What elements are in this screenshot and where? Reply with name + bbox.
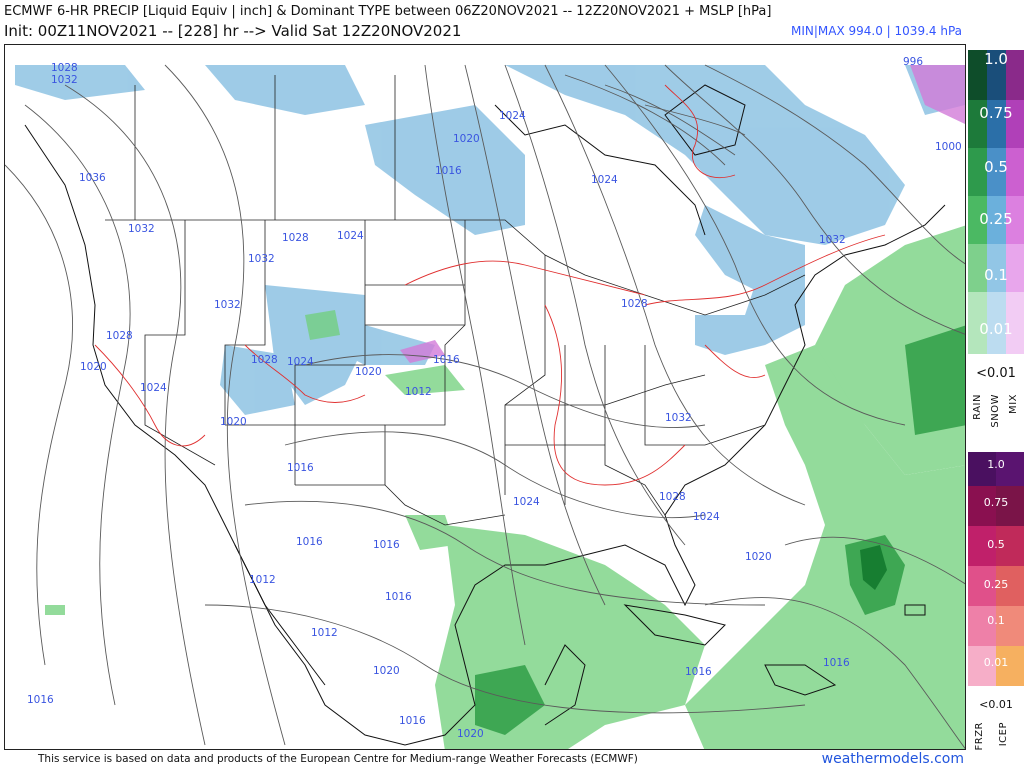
rain-label: RAIN [972,394,983,420]
isobar-label: 1036 [79,172,106,184]
map-title: ECMWF 6-HR PRECIP [Liquid Equiv | inch] … [4,4,772,19]
footer: This service is based on data and produc… [0,750,1024,768]
isobar-label: 1032 [665,412,692,424]
min-max-pressure: MIN|MAX 994.0 | 1039.4 hPa [791,24,962,38]
very-heavy-rain [860,545,887,590]
ecmwf-credit: This service is based on data and produc… [38,753,638,765]
isobar-label: 1012 [405,386,432,398]
legend-label: 0.25 [979,210,1013,228]
isobar-label: 1032 [51,74,78,86]
legend-label: 0.75 [983,496,1009,509]
isobar-label: 1028 [621,298,648,310]
isobar-label: 1028 [106,330,133,342]
isobar-label: 1032 [248,253,275,265]
isobar-label: 1024 [591,174,618,186]
legend-label: 0.25 [983,578,1009,591]
precip-map: 1028 1032 1036 1032 1032 1032 1028 1020 … [4,44,966,750]
isobar-label: 1028 [51,62,78,74]
isobar-label: 1020 [220,416,247,428]
isobar-label: 1028 [659,491,686,503]
isobar-label: 1016 [435,165,462,177]
isobar-label: 1012 [311,627,338,639]
website-link[interactable]: weathermodels.com [821,751,964,767]
isobar-label: 1024 [287,356,314,368]
legend-label: 0.1 [987,614,1005,627]
isobars [5,64,965,749]
legend-lt-label: <0.01 [979,698,1013,711]
isobar-label: 1032 [128,223,155,235]
isobar-label: 1020 [745,551,772,563]
legend-label: 1.0 [984,50,1008,68]
isobar-label: 1020 [373,665,400,677]
snow-label: SNOW [990,394,1001,428]
icep-label: ICEP [998,722,1009,747]
heavy-rain-areas [475,325,965,735]
isobar-label: 1016 [823,657,850,669]
isobar-label: 1032 [819,234,846,246]
isobar-label: 1000 [935,141,962,153]
isobar-label: 1016 [373,539,400,551]
isobar-label: 1024 [499,110,526,122]
header: ECMWF 6-HR PRECIP [Liquid Equiv | inch] … [0,0,1024,44]
legend-label: 1.0 [987,458,1005,471]
isobar-label: 1016 [433,354,460,366]
isobar-label: 1012 [249,574,276,586]
isobar-label: 1020 [453,133,480,145]
init-valid-line: Init: 00Z11NOV2021 -- [228] hr --> Valid… [4,22,462,40]
legend-label: 0.5 [984,158,1008,176]
isobar-label: 1020 [457,728,484,740]
isobar-label: 1028 [282,232,309,244]
map-canvas: 1028 1032 1036 1032 1032 1032 1028 1020 … [5,45,965,749]
isobar-label: 1024 [337,230,364,242]
legend-label: 0.75 [979,104,1013,122]
legend-label: 0.01 [983,656,1009,669]
borders [105,75,806,526]
isobar-label: 1028 [251,354,278,366]
legend-lt-label: <0.01 [976,366,1016,381]
coastlines [24,84,946,746]
isobar-label: 1024 [693,511,720,523]
isobar-label: 1016 [385,591,412,603]
legend-label: 0.1 [984,266,1008,284]
isobar-label: 1024 [140,382,167,394]
freezing-line [94,84,886,486]
isobar-label: 1016 [27,694,54,706]
isobar-label: 1016 [685,666,712,678]
isobar-label: 1020 [355,366,382,378]
isobar-label: 1016 [287,462,314,474]
isobar-label: 1020 [80,361,107,373]
legend-label: 0.01 [979,320,1013,338]
isobar-labels: 1028 1032 1036 1032 1032 1032 1028 1020 … [27,56,962,740]
frzr-label: FRZR [974,722,985,751]
isobar-label: 1016 [296,536,323,548]
legend-label: 0.5 [987,538,1005,551]
isobar-label: 996 [903,56,923,68]
isobar-label: 1024 [513,496,540,508]
isobar-label: 1016 [399,715,426,727]
isobar-label: 1032 [214,299,241,311]
mix-label: MIX [1008,394,1019,414]
color-legend: 1.0 0.75 0.5 0.25 0.1 0.01 <0.01 RAIN SN… [968,44,1024,751]
